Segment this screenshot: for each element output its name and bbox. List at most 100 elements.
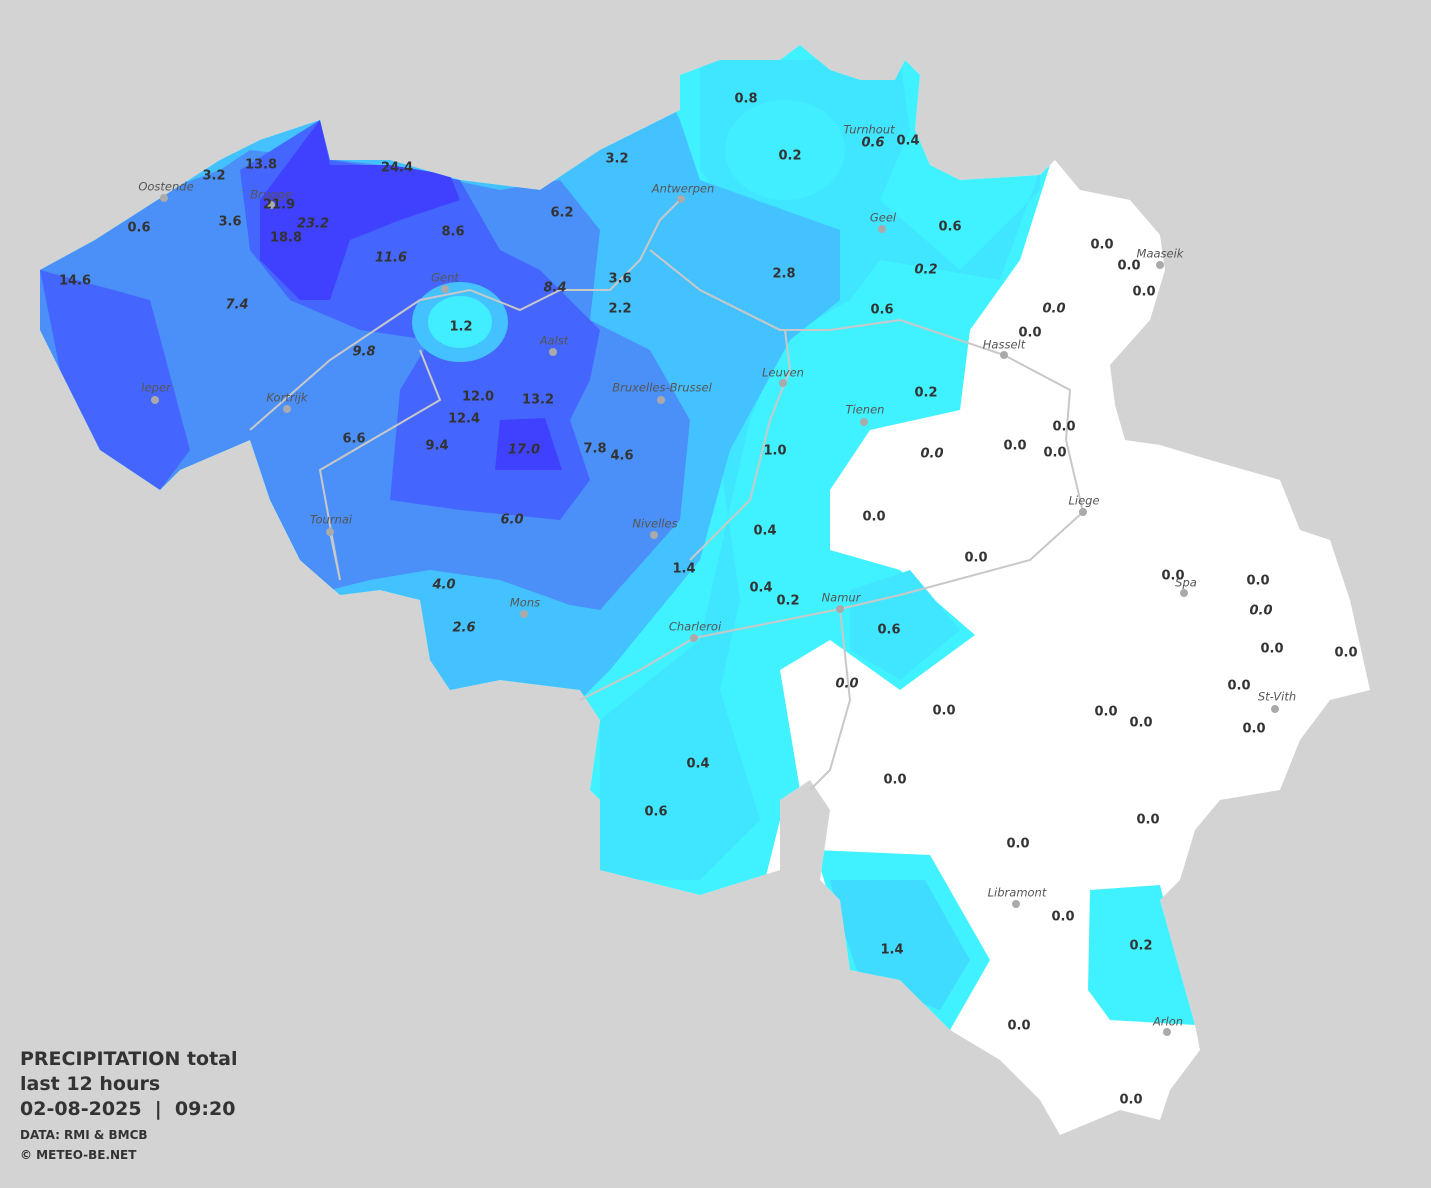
reading: 0.0 xyxy=(883,773,906,788)
city-name: Mons xyxy=(510,596,540,610)
city-dot xyxy=(779,379,787,387)
reading: 24.4 xyxy=(381,161,413,176)
legend-source: DATA: RMI & BMCB xyxy=(20,1128,148,1142)
city-name: Oostende xyxy=(138,180,193,194)
river xyxy=(579,249,1085,701)
reading: 12.4 xyxy=(448,412,480,427)
reading: 3.2 xyxy=(605,152,628,167)
reading: 0.0 xyxy=(1161,569,1184,584)
city-name: Tienen xyxy=(846,403,885,417)
city-dot xyxy=(650,531,658,539)
city-name: Antwerpen xyxy=(651,182,715,196)
city-name: Ieper xyxy=(141,381,172,395)
rivers xyxy=(249,198,1085,791)
reading: 3.2 xyxy=(202,169,225,184)
reading: 0.6 xyxy=(644,805,667,820)
reading: 0.0 xyxy=(920,447,943,462)
reading: 6.2 xyxy=(550,206,573,221)
reading: 0.0 xyxy=(1136,813,1159,828)
reading: 0.2 xyxy=(778,149,801,164)
reading: 0.0 xyxy=(1006,837,1029,852)
city-dot xyxy=(520,610,528,618)
legend-subtitle: last 12 hours xyxy=(20,1073,160,1095)
reading: 0.0 xyxy=(1003,439,1026,454)
cities: Oostende Brugge Antwerpen Turnhout Geel Maase… xyxy=(138,123,1296,1036)
city-dot xyxy=(283,405,291,413)
zone-darkest xyxy=(260,120,460,300)
city-dot xyxy=(657,396,665,404)
zone-cyan-mid xyxy=(850,570,960,680)
river xyxy=(318,349,442,581)
reading: 11.6 xyxy=(375,251,407,266)
reading: 2.8 xyxy=(772,267,795,282)
river xyxy=(249,198,682,431)
reading: 0.0 xyxy=(862,510,885,525)
reading: 4.0 xyxy=(431,578,455,593)
reading: 0.0 xyxy=(1090,238,1113,253)
city-name: Liege xyxy=(1068,494,1099,508)
reading: 0.0 xyxy=(1018,326,1041,341)
reading: 2.2 xyxy=(608,302,631,317)
reading: 0.0 xyxy=(1132,285,1155,300)
reading: 0.2 xyxy=(914,386,937,401)
reading: 0.2 xyxy=(1129,939,1152,954)
city-name: Arlon xyxy=(1152,1015,1183,1029)
reading: 0.2 xyxy=(776,594,799,609)
reading: 14.6 xyxy=(59,274,91,289)
reading: 0.6 xyxy=(861,136,884,151)
city-name: Hasselt xyxy=(983,338,1026,352)
city-name: Libramont xyxy=(988,886,1047,900)
city-name: Charleroi xyxy=(669,620,722,634)
reading: 0.0 xyxy=(1094,705,1117,720)
legend-credit: © METEO-BE.NET xyxy=(20,1148,137,1162)
city-name: Aalst xyxy=(539,334,569,348)
legend-timestamp: 02-08-2025 | 09:20 xyxy=(20,1098,235,1120)
city-dot xyxy=(677,195,685,203)
city-dot xyxy=(1180,589,1188,597)
zone-cyan xyxy=(1088,885,1195,1025)
reading: 12.0 xyxy=(462,390,494,405)
reading: 0.6 xyxy=(127,221,150,236)
reading: 17.0 xyxy=(508,443,540,458)
reading: 0.0 xyxy=(1042,302,1065,317)
reading: 0.4 xyxy=(753,524,776,539)
reading: 0.0 xyxy=(1043,446,1066,461)
reading: 0.0 xyxy=(932,704,955,719)
reading: 8.4 xyxy=(543,281,566,296)
reading: 0.0 xyxy=(1052,420,1075,435)
city-name: Nivelles xyxy=(632,517,677,531)
reading: 7.4 xyxy=(225,298,248,313)
reading: 13.2 xyxy=(522,393,554,408)
reading: 0.6 xyxy=(877,623,900,638)
reading: 0.4 xyxy=(896,134,919,149)
city-dot xyxy=(151,396,159,404)
city-dot xyxy=(1000,351,1008,359)
city-name: Kortrijk xyxy=(266,391,309,405)
reading: 0.4 xyxy=(749,581,772,596)
city-dot xyxy=(1156,261,1164,269)
reading: 0.6 xyxy=(870,303,893,318)
reading: 0.0 xyxy=(1051,910,1074,925)
reading: 21.9 xyxy=(263,198,295,213)
reading: 9.4 xyxy=(425,439,448,454)
reading: 1.2 xyxy=(449,320,472,335)
zone-dark-blue xyxy=(40,270,190,490)
city-dot xyxy=(1012,900,1020,908)
city-dot xyxy=(1079,508,1087,516)
reading: 0.0 xyxy=(1007,1019,1030,1034)
reading: 13.8 xyxy=(245,158,277,173)
reading: 0.0 xyxy=(1246,574,1269,589)
city-dot xyxy=(326,528,334,536)
reading: 4.6 xyxy=(610,449,633,464)
reading: 9.8 xyxy=(352,345,375,360)
zone-cyan-mid xyxy=(600,60,1040,880)
city-name: Maaseik xyxy=(1137,247,1185,261)
city-name: Tournai xyxy=(310,513,353,527)
reading: 0.0 xyxy=(1119,1093,1142,1108)
reading: 0.2 xyxy=(914,263,937,278)
river xyxy=(689,329,792,561)
reading: 0.0 xyxy=(964,551,987,566)
city-dot xyxy=(441,285,449,293)
city-dot xyxy=(860,418,868,426)
